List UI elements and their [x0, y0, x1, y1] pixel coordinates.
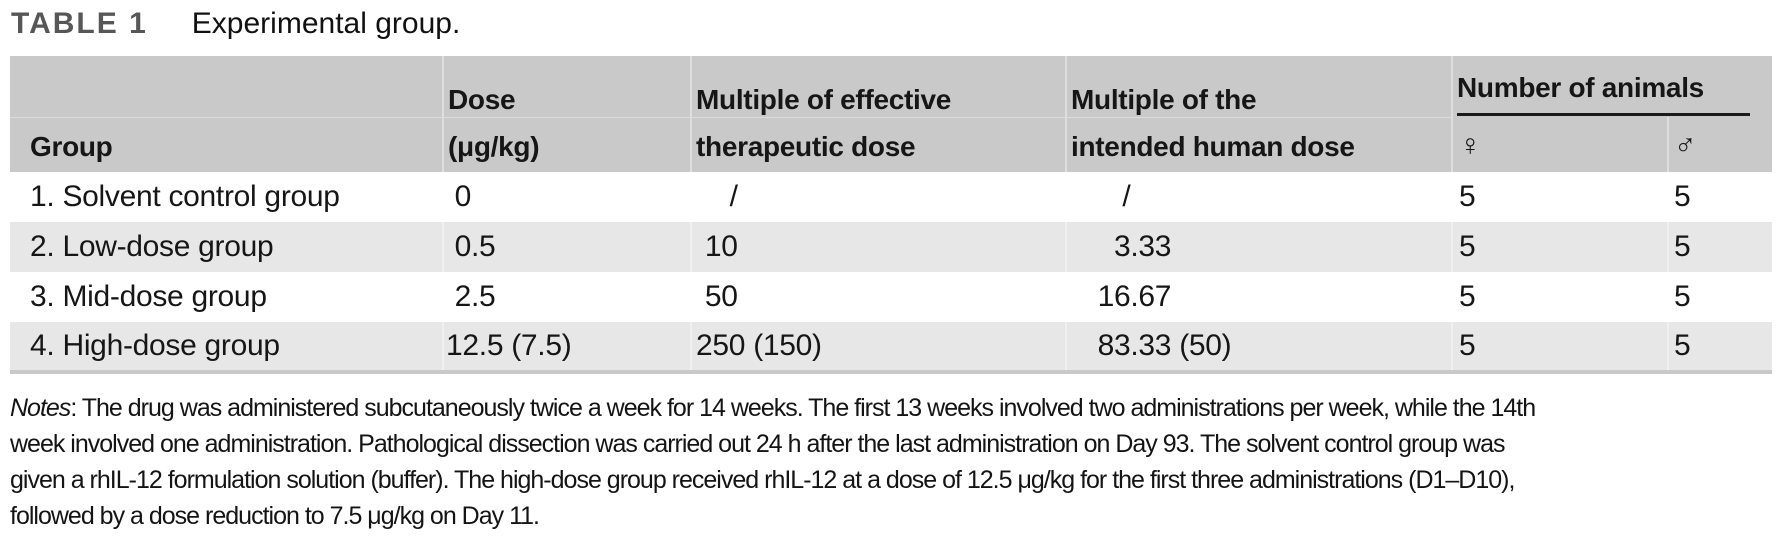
table-row-solvent-control: 1. Solvent control group 0 / / 5 5 — [10, 172, 1772, 222]
header-mult-effective-line2: therapeutic dose — [690, 117, 1066, 172]
cell-mult-human: / — [1065, 172, 1452, 222]
male-symbol: ♂ — [1667, 117, 1772, 172]
header-number-of-animals-spanner: Number of animals — [1451, 56, 1772, 117]
table-number-label: TABLE 1 — [11, 7, 148, 40]
cell-mult-effective: / — [690, 172, 1066, 222]
notes-line-1-text: : The drug was administered subcutaneous… — [70, 394, 1536, 422]
experimental-group-table: Dose Multiple of effective Multiple of t… — [10, 56, 1772, 374]
table-title: Experimental group. — [191, 7, 461, 40]
cell-dose: 2.5 — [442, 272, 691, 322]
header-dose-line1: Dose — [442, 56, 691, 118]
document-page: TABLE 1 Experimental group. Dose Multiple… — [0, 9, 1780, 534]
notes-label: Notes — [10, 394, 71, 422]
cell-female-count: 5 — [1451, 222, 1668, 272]
cell-male-count: 5 — [1667, 272, 1772, 322]
cell-male-count: 5 — [1667, 222, 1772, 272]
cell-female-count: 5 — [1451, 272, 1668, 322]
notes-line-1: Notes: The drug was administered subcuta… — [10, 390, 1780, 426]
header-mult-human-line2: intended human dose — [1065, 117, 1452, 172]
table-header: Dose Multiple of effective Multiple of t… — [10, 56, 1772, 172]
cell-mult-human: 83.33 (50) — [1065, 322, 1452, 372]
header-mult-effective-line1: Multiple of effective — [690, 56, 1066, 118]
table-row-mid-dose: 3. Mid-dose group 2.5 50 16.67 5 5 — [10, 272, 1772, 322]
cell-female-count: 5 — [1451, 172, 1668, 222]
cell-mult-effective: 50 — [690, 272, 1066, 322]
notes-line-4: followed by a dose reduction to 7.5 μg/k… — [10, 502, 540, 530]
table-body: 1. Solvent control group 0 / / 5 5 2. Lo… — [10, 172, 1772, 372]
cell-male-count: 5 — [1667, 172, 1772, 222]
table-notes: Notes: The drug was administered subcuta… — [10, 390, 1780, 534]
cell-male-count: 5 — [1667, 322, 1772, 372]
cell-mult-effective: 10 — [690, 222, 1066, 272]
notes-line-2: week involved one administration. Pathol… — [10, 430, 1506, 458]
cell-female-count: 5 — [1451, 322, 1668, 372]
cell-mult-effective: 250 (150) — [690, 322, 1066, 372]
cell-dose: 0 — [442, 172, 691, 222]
notes-line-3: given a rhIL-12 formulation solution (bu… — [10, 466, 1515, 494]
cell-dose: 0.5 — [442, 222, 691, 272]
cell-group: 2. Low-dose group — [30, 230, 274, 263]
cell-mult-human: 3.33 — [1065, 222, 1452, 272]
female-symbol: ♀ — [1451, 117, 1668, 172]
header-row-top: Dose Multiple of effective Multiple of t… — [10, 56, 1772, 118]
table-row-high-dose: 4. High-dose group 12.5 (7.5) 250 (150) … — [10, 322, 1772, 372]
header-dose-line2: (μg/kg) — [442, 117, 691, 172]
cell-mult-human: 16.67 — [1065, 272, 1452, 322]
cell-dose: 12.5 (7.5) — [442, 322, 691, 372]
table-caption: TABLE 1 Experimental group. — [11, 9, 1780, 39]
header-group: Group — [10, 117, 443, 172]
spanner-label: Number of animals — [1457, 72, 1750, 116]
header-mult-human-line1: Multiple of the — [1065, 56, 1452, 118]
header-group-spacer — [10, 56, 443, 118]
table-row-low-dose: 2. Low-dose group 0.5 10 3.33 5 5 — [10, 222, 1772, 272]
cell-group: 1. Solvent control group — [30, 180, 340, 213]
cell-group: 3. Mid-dose group — [30, 280, 267, 313]
cell-group: 4. High-dose group — [30, 329, 280, 362]
header-row-bottom: Group (μg/kg) therapeutic dose intended … — [10, 117, 1772, 172]
